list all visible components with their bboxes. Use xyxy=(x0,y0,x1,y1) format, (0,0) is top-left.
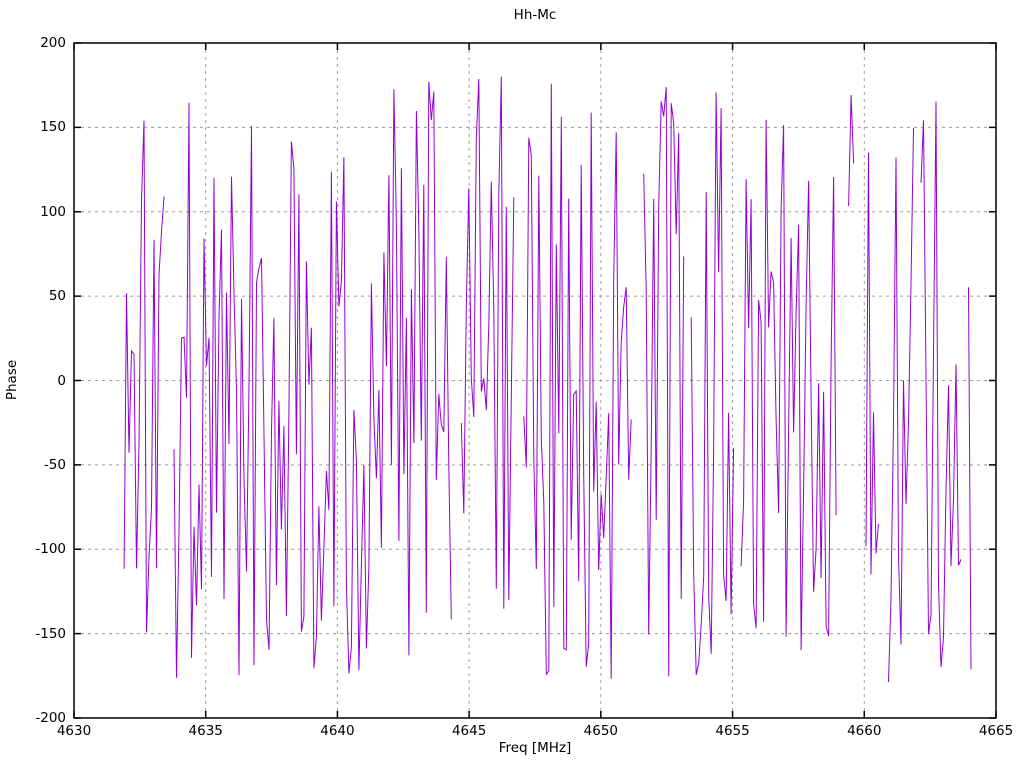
phase-series-line xyxy=(123,76,972,683)
x-tick-label: 4665 xyxy=(978,723,1014,739)
y-tick-label: -200 xyxy=(35,710,66,726)
y-tick-label: -150 xyxy=(35,625,66,642)
x-axis-label: Freq [MHz] xyxy=(498,740,572,756)
y-tick-label: 100 xyxy=(40,203,66,220)
x-tick-label: 4640 xyxy=(320,723,355,739)
x-tick-label: 4650 xyxy=(583,723,619,739)
y-tick-label: -50 xyxy=(43,456,66,473)
y-tick-label: 150 xyxy=(40,119,66,136)
x-tick-label: 4630 xyxy=(56,723,92,739)
x-tick-label: 4645 xyxy=(451,723,487,739)
y-tick-label: 200 xyxy=(40,35,66,51)
chart-title: Hh-Mc xyxy=(513,7,557,23)
y-tick-label: 50 xyxy=(48,288,66,305)
x-tick-label: 4655 xyxy=(715,723,750,739)
x-tick-label: 4635 xyxy=(188,723,223,739)
x-tick-label: 4660 xyxy=(847,723,882,739)
y-tick-label: -100 xyxy=(35,541,66,558)
y-tick-label: 0 xyxy=(57,372,66,389)
